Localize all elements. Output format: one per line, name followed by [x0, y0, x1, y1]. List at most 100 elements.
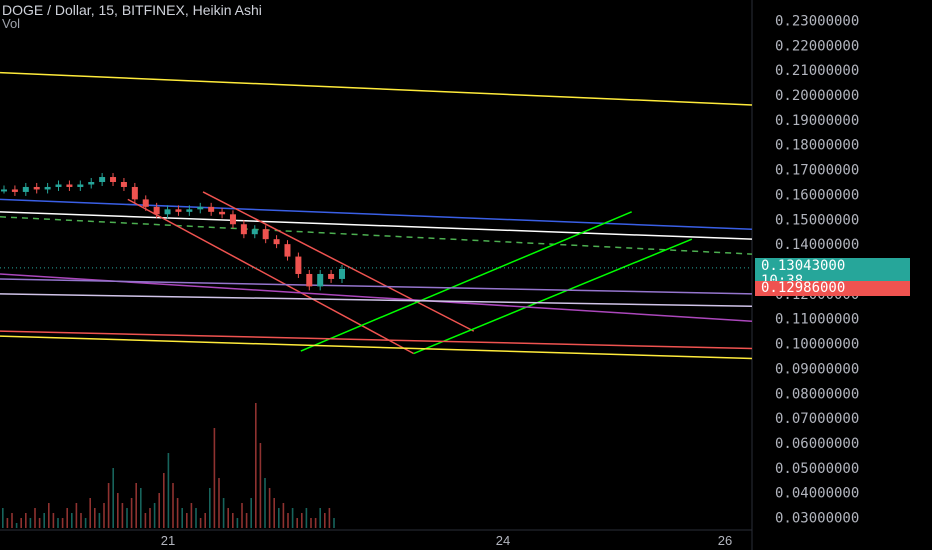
candle-body — [110, 177, 117, 182]
volume-bar — [117, 493, 119, 528]
candle-body — [77, 184, 84, 187]
volume-bar — [287, 513, 289, 528]
volume-bar — [310, 518, 312, 528]
x-tick-label: 26 — [718, 533, 732, 548]
volume-bar — [232, 513, 234, 528]
y-tick-label: 0.22000000 — [775, 38, 859, 54]
trend-line — [0, 71, 753, 106]
volume-bar — [199, 518, 202, 528]
candle-body — [229, 214, 236, 225]
volume-bar — [158, 493, 160, 528]
volume-bar — [149, 508, 151, 528]
candle-body — [66, 184, 73, 187]
last-price-value: 0.13043000 — [761, 258, 846, 274]
y-tick-label: 0.09000000 — [775, 361, 859, 377]
candle-body — [197, 206, 204, 210]
volume-bar — [250, 498, 252, 528]
volume-bar — [29, 518, 32, 528]
trend-line — [0, 278, 753, 295]
y-tick-label: 0.17000000 — [775, 163, 859, 179]
volume-bar — [305, 508, 308, 528]
volume-bar — [11, 513, 13, 528]
volume-bar — [57, 518, 59, 528]
trend-line — [413, 238, 693, 355]
candle-body — [88, 182, 95, 185]
volume-bar — [259, 443, 262, 528]
y-tick-label: 0.16000000 — [775, 187, 859, 203]
volume-bar — [135, 483, 137, 528]
candle-body — [142, 199, 149, 207]
y-tick-label: 0.23000000 — [775, 13, 859, 29]
volume-bar — [264, 478, 266, 528]
volume-bar — [52, 513, 55, 528]
candle-body — [153, 206, 160, 215]
volume-bar — [48, 503, 50, 528]
trend-line — [202, 191, 475, 332]
candle-body — [1, 189, 7, 192]
volume-bar — [144, 513, 147, 528]
trend-line — [127, 198, 414, 355]
y-tick-label: 0.08000000 — [775, 386, 859, 402]
volume-bar — [195, 508, 197, 528]
trend-line — [0, 216, 753, 255]
candle-body — [99, 177, 106, 182]
candle-body — [339, 269, 345, 279]
y-tick-label: 0.20000000 — [775, 88, 859, 104]
volume-bar — [291, 508, 294, 528]
candle-body — [306, 273, 313, 287]
volume-bar — [140, 488, 142, 528]
candle-body — [33, 186, 40, 190]
volume-bar — [80, 513, 82, 528]
prev-price-badge: 0.12986000 — [755, 281, 910, 296]
candle-body — [186, 209, 193, 212]
trend-line — [0, 335, 753, 360]
volume-bar — [98, 513, 101, 528]
trend-line — [0, 198, 753, 230]
y-tick-label: 0.15000000 — [775, 212, 859, 228]
y-tick-label: 0.06000000 — [775, 436, 859, 452]
volume-bar — [34, 508, 36, 528]
candle-body — [251, 229, 258, 235]
trend-line — [0, 211, 753, 240]
volume-bar — [314, 518, 317, 528]
volume-bar — [245, 513, 248, 528]
volume-bar — [38, 518, 41, 528]
volume-bar — [15, 523, 18, 528]
candle-body — [273, 239, 280, 245]
volume-bar — [61, 518, 64, 528]
volume-bar — [75, 503, 78, 528]
volume-bar — [333, 518, 335, 528]
volume-bar — [25, 513, 27, 528]
volume-bar — [213, 428, 216, 528]
volume-bar — [121, 503, 124, 528]
candle-body — [240, 224, 247, 235]
x-tick-label: 21 — [161, 533, 175, 548]
y-tick-label: 0.14000000 — [775, 237, 859, 253]
candle-body — [317, 273, 324, 287]
volume-bar — [103, 503, 105, 528]
volume-bar — [176, 498, 179, 528]
trend-line — [0, 330, 753, 350]
volume-bar — [241, 503, 243, 528]
trend-line — [0, 293, 753, 308]
volume-bar — [218, 478, 220, 528]
candle-body — [219, 211, 226, 215]
candle-body — [22, 186, 29, 192]
volume-bar — [328, 508, 331, 528]
volume-bar — [2, 508, 4, 528]
volume-bar — [130, 498, 133, 528]
volume-bar — [89, 498, 91, 528]
volume-bar — [84, 518, 87, 528]
volume-bar — [66, 508, 68, 528]
y-tick-label: 0.18000000 — [775, 138, 859, 154]
candle-body — [328, 273, 335, 279]
volume-bar — [94, 508, 96, 528]
volume-bar — [172, 483, 174, 528]
volume-bar — [153, 503, 156, 528]
candle-body — [284, 244, 291, 257]
candle-body — [262, 229, 269, 240]
volume-bar — [222, 498, 225, 528]
volume-bar — [209, 488, 211, 528]
volume-bar — [181, 508, 183, 528]
